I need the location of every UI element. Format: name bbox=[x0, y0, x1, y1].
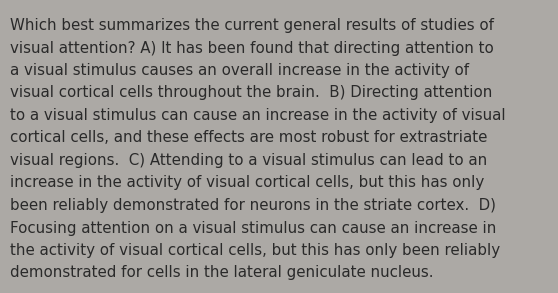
Text: visual regions.  C) Attending to a visual stimulus can lead to an: visual regions. C) Attending to a visual… bbox=[10, 153, 487, 168]
Text: a visual stimulus causes an overall increase in the activity of: a visual stimulus causes an overall incr… bbox=[10, 63, 469, 78]
Text: demonstrated for cells in the lateral geniculate nucleus.: demonstrated for cells in the lateral ge… bbox=[10, 265, 434, 280]
Text: visual cortical cells throughout the brain.  B) Directing attention: visual cortical cells throughout the bra… bbox=[10, 86, 492, 100]
Text: to a visual stimulus can cause an increase in the activity of visual: to a visual stimulus can cause an increa… bbox=[10, 108, 506, 123]
Text: cortical cells, and these effects are most robust for extrastriate: cortical cells, and these effects are mo… bbox=[10, 130, 487, 146]
Text: Focusing attention on a visual stimulus can cause an increase in: Focusing attention on a visual stimulus … bbox=[10, 221, 497, 236]
Text: Which best summarizes the current general results of studies of: Which best summarizes the current genera… bbox=[10, 18, 494, 33]
Text: the activity of visual cortical cells, but this has only been reliably: the activity of visual cortical cells, b… bbox=[10, 243, 500, 258]
Text: been reliably demonstrated for neurons in the striate cortex.  D): been reliably demonstrated for neurons i… bbox=[10, 198, 496, 213]
Text: visual attention? A) It has been found that directing attention to: visual attention? A) It has been found t… bbox=[10, 40, 494, 55]
Text: increase in the activity of visual cortical cells, but this has only: increase in the activity of visual corti… bbox=[10, 176, 484, 190]
